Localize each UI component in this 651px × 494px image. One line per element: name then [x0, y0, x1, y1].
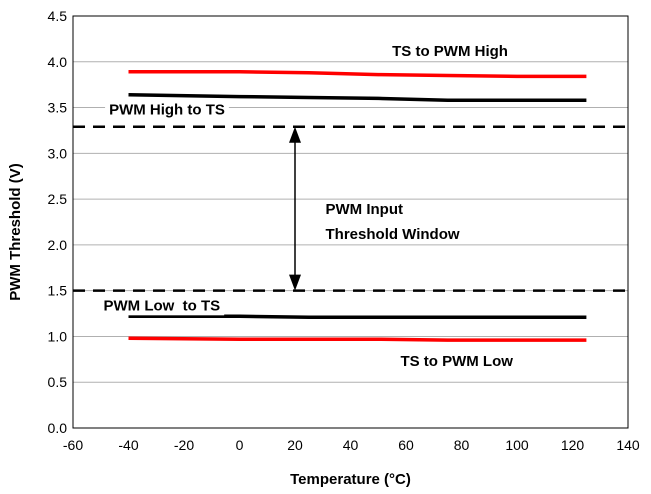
arrow-head-up: [289, 126, 301, 143]
annotation-ts-to-pwm-high: TS to PWM High: [392, 43, 508, 60]
x-tick-label: 120: [561, 437, 585, 453]
y-tick-label: 1.0: [48, 328, 68, 344]
annotation-background: [105, 100, 229, 120]
y-tick-label: 2.0: [48, 237, 68, 253]
x-tick-label: 60: [398, 437, 414, 453]
series-line-pwm-low-to-ts: [128, 314, 587, 319]
annotation-pwm-low-to-ts: PWM Low to TS: [104, 297, 221, 314]
series-line-ts-to-pwm-high: [128, 70, 587, 79]
x-tick-label: 80: [454, 437, 470, 453]
y-tick-label: 1.5: [48, 283, 68, 299]
annotation-background: [321, 200, 408, 220]
annotations: TS to PWM High PWM High to TS PWM Input Thr…: [99, 41, 518, 372]
annotation-ts-to-pwm-low: TS to PWM Low: [400, 353, 513, 370]
annotation-background: [396, 352, 518, 372]
x-tick-label: 20: [287, 437, 303, 453]
series-line-ts-to-pwm-low: [128, 336, 587, 342]
threshold-window-arrow: [289, 126, 301, 291]
threshold-lines: [73, 125, 628, 292]
x-axis-title: Temperature (°C): [290, 471, 411, 488]
annotation-background: [321, 224, 464, 244]
annotation-pwm-high-to-ts: PWM High to TS: [109, 101, 225, 118]
series-group: [128, 70, 587, 342]
annotation-window-line2: Threshold Window: [326, 226, 460, 243]
y-tick-label: 4.5: [48, 8, 68, 24]
y-tick-label: 3.0: [48, 145, 68, 161]
plot-frame: [72, 15, 629, 429]
x-tick-label: 100: [505, 437, 529, 453]
y-tick-label: 3.5: [48, 100, 68, 116]
annotation-background: [99, 296, 225, 316]
annotation-window-line1: PWM Input: [326, 201, 403, 218]
x-tick-label: -60: [63, 437, 83, 453]
y-tick-label: 4.0: [48, 54, 68, 70]
y-axis-title: PWM Threshold (V): [7, 163, 24, 301]
y-tick-label: 2.5: [48, 191, 68, 207]
y-tick-labels: 0.0 0.5 1.0 1.5 2.0 2.5 3.0 3.5 4.0 4.5: [48, 8, 68, 436]
series-line-pwm-high-to-ts: [128, 92, 587, 102]
y-tick-label: 0.5: [48, 374, 68, 390]
x-tick-labels: -60 -40 -20 0 20 40 60 80 100 120 140: [63, 437, 640, 453]
x-tick-label: -40: [118, 437, 138, 453]
x-tick-label: 0: [236, 437, 244, 453]
annotation-background: [388, 41, 512, 61]
y-tick-label: 0.0: [48, 420, 68, 436]
x-tick-label: 140: [616, 437, 640, 453]
arrow-head-down: [289, 274, 301, 291]
x-tick-label: 40: [343, 437, 359, 453]
x-tick-label: -20: [174, 437, 194, 453]
